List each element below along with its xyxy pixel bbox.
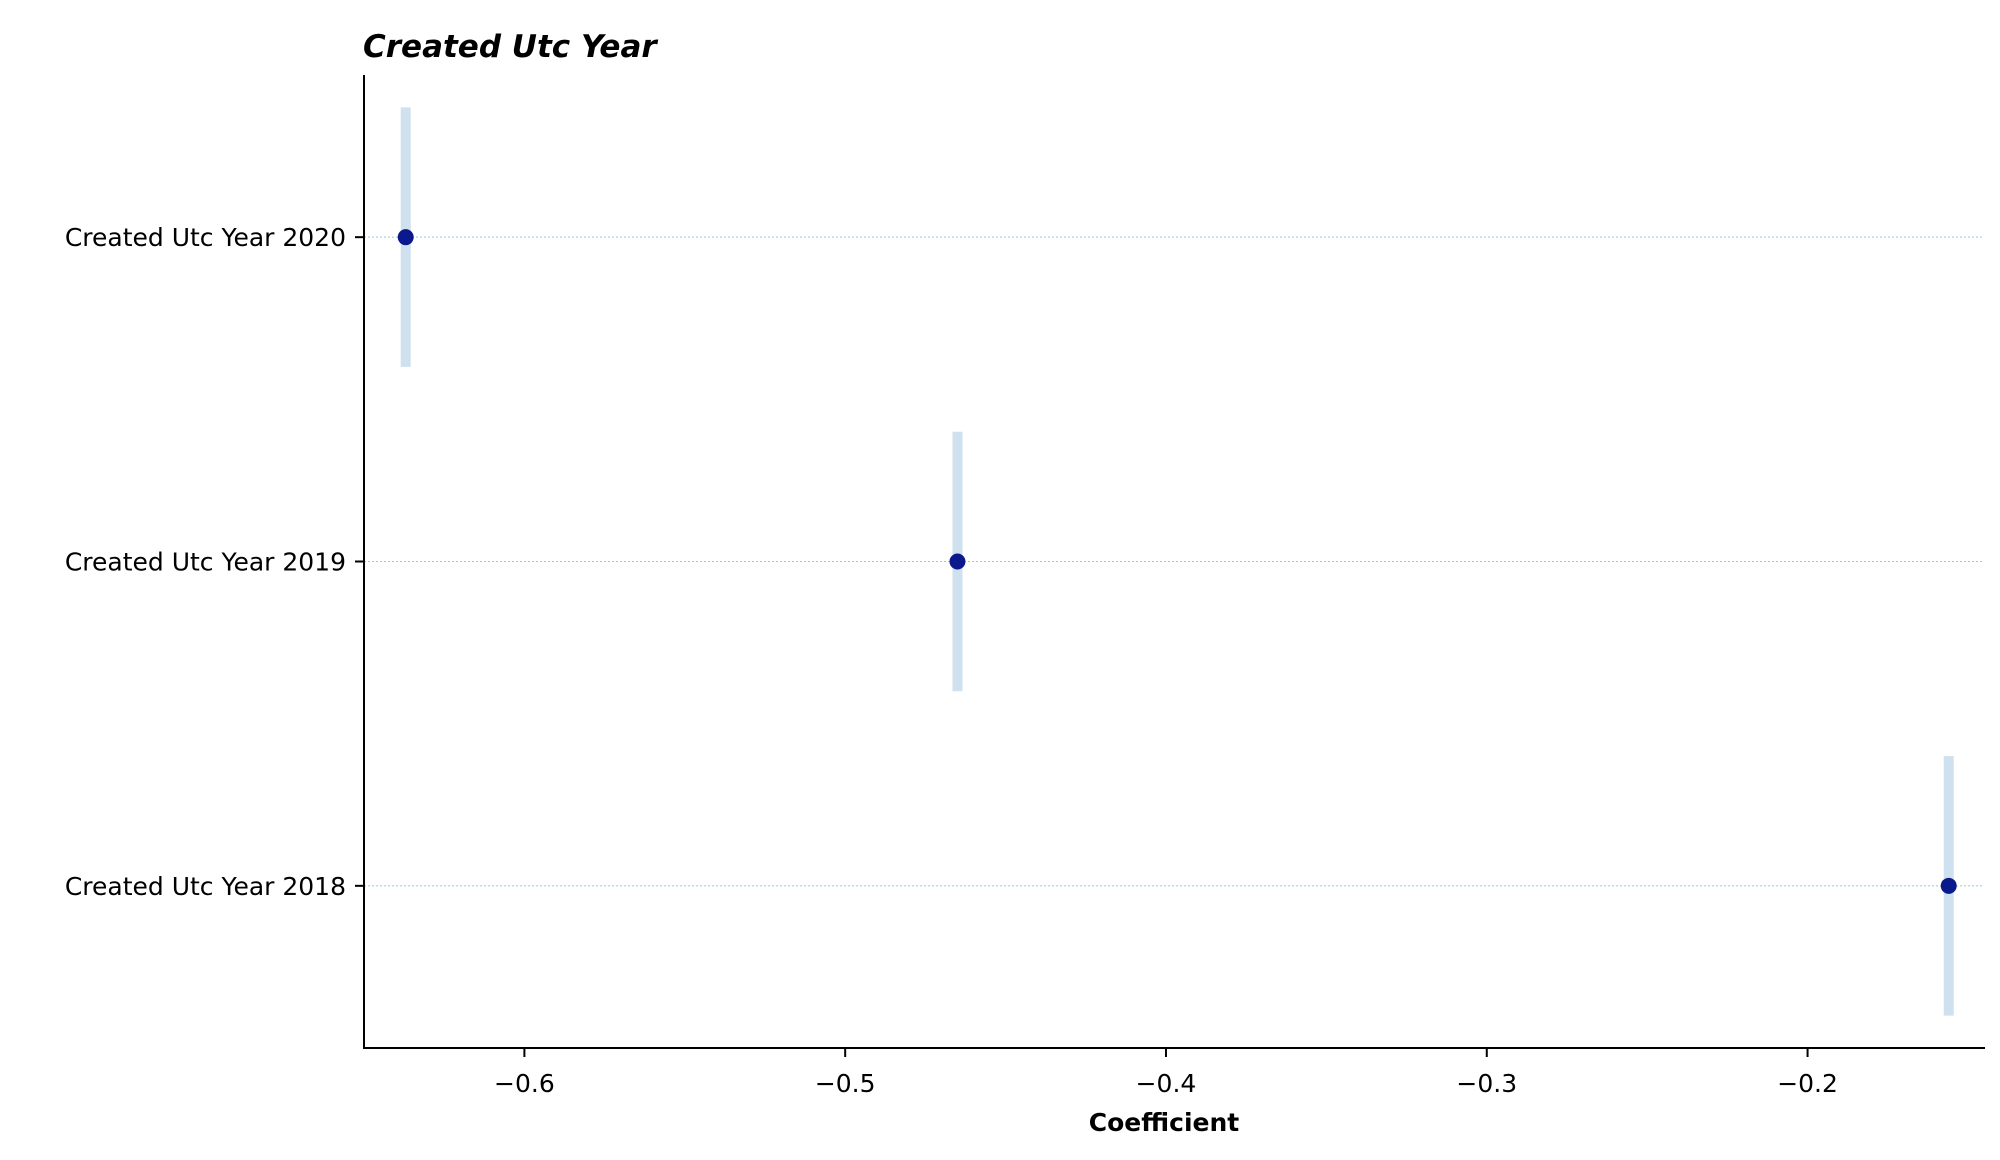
x-tick-label: −0.5 [815,1069,876,1098]
x-tick-label: −0.2 [1777,1069,1838,1098]
y-axis-ticks: Created Utc Year 2020 Created Utc Year 20… [65,223,364,901]
coefficient-point [1940,877,1957,894]
grid-lines [364,236,1984,887]
x-tick-label: −0.6 [494,1069,555,1098]
coefficient-point [949,553,966,570]
x-axis-ticks: −0.6 −0.5 −0.4 −0.3 −0.2 [494,1048,1838,1098]
x-axis-label: Coefficient [1089,1108,1240,1137]
y-tick-label: Created Utc Year 2018 [65,872,346,901]
y-tick-label: Created Utc Year 2020 [65,223,346,252]
y-tick-label: Created Utc Year 2019 [65,548,346,577]
x-tick-label: −0.3 [1456,1069,1517,1098]
chart-title: Created Utc Year [363,29,658,65]
coefficient-point [397,229,414,246]
x-tick-label: −0.4 [1136,1069,1197,1098]
data-points [397,229,1957,894]
